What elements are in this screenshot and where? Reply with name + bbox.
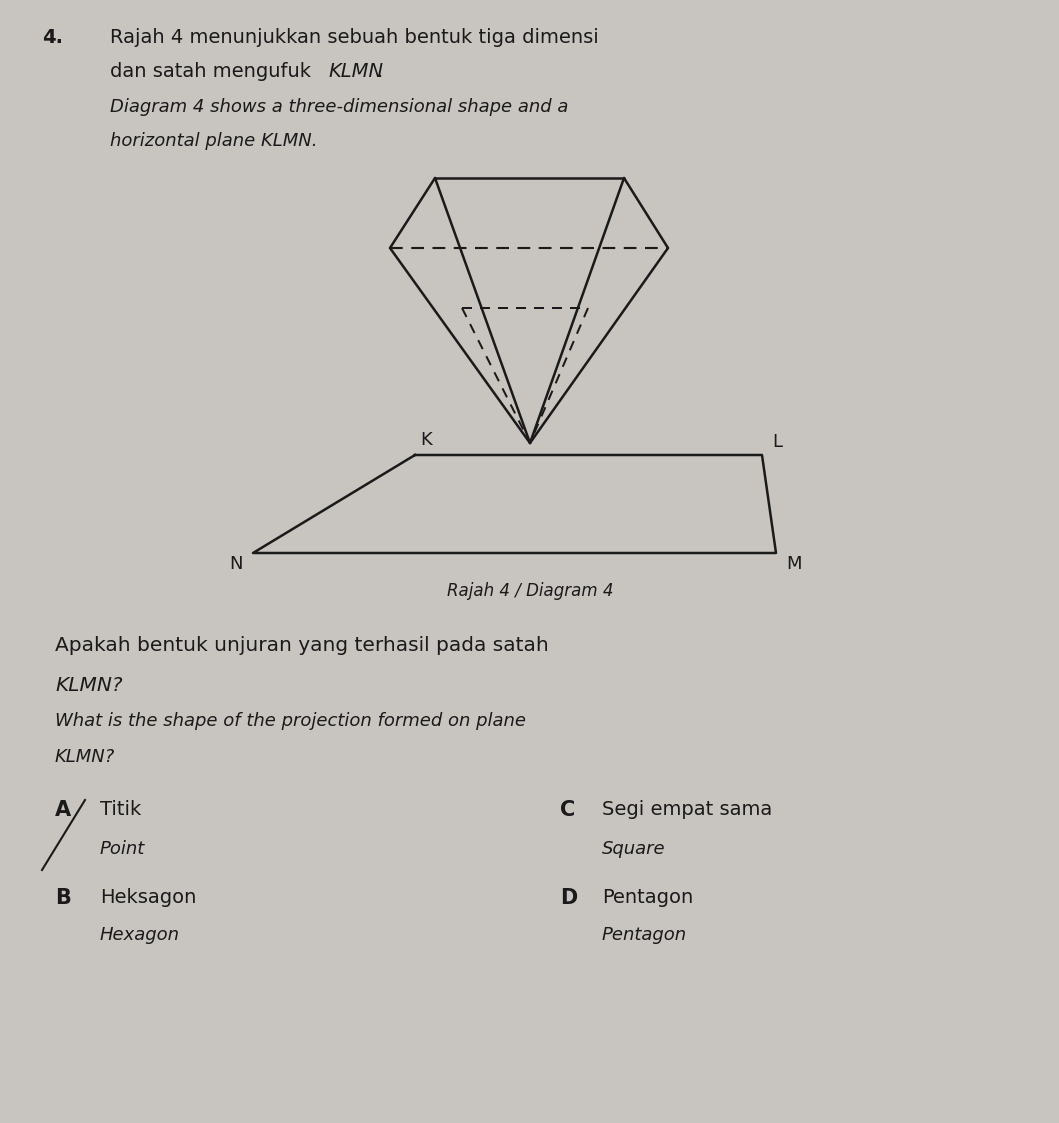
Text: What is the shape of the projection formed on plane: What is the shape of the projection form… [55,712,526,730]
Text: Rajah 4 / Diagram 4: Rajah 4 / Diagram 4 [447,582,613,600]
Text: Apakah bentuk unjuran yang terhasil pada satah: Apakah bentuk unjuran yang terhasil pada… [55,636,549,655]
Text: KLMN: KLMN [328,62,383,81]
Text: KLMN?: KLMN? [55,676,123,695]
Text: Pentagon: Pentagon [602,926,687,944]
Text: dan satah mengufuk: dan satah mengufuk [110,62,318,81]
Text: L: L [772,433,782,451]
Text: 4.: 4. [42,28,62,47]
Text: B: B [55,888,71,909]
Text: horizontal plane KLMN.: horizontal plane KLMN. [110,133,318,150]
Text: Square: Square [602,840,666,858]
Text: Hexagon: Hexagon [100,926,180,944]
Text: Segi empat sama: Segi empat sama [602,800,772,819]
Text: C: C [560,800,575,820]
Text: N: N [230,555,243,573]
Text: M: M [786,555,802,573]
Text: KLMN?: KLMN? [55,748,115,766]
Text: D: D [560,888,577,909]
Text: Point: Point [100,840,145,858]
Text: Pentagon: Pentagon [602,888,694,907]
Text: A: A [55,800,71,820]
Text: K: K [420,431,432,449]
Text: Titik: Titik [100,800,141,819]
Text: Rajah 4 menunjukkan sebuah bentuk tiga dimensi: Rajah 4 menunjukkan sebuah bentuk tiga d… [110,28,598,47]
Text: .: . [377,62,383,81]
Text: Heksagon: Heksagon [100,888,196,907]
Text: Diagram 4 shows a three-dimensional shape and a: Diagram 4 shows a three-dimensional shap… [110,98,569,116]
